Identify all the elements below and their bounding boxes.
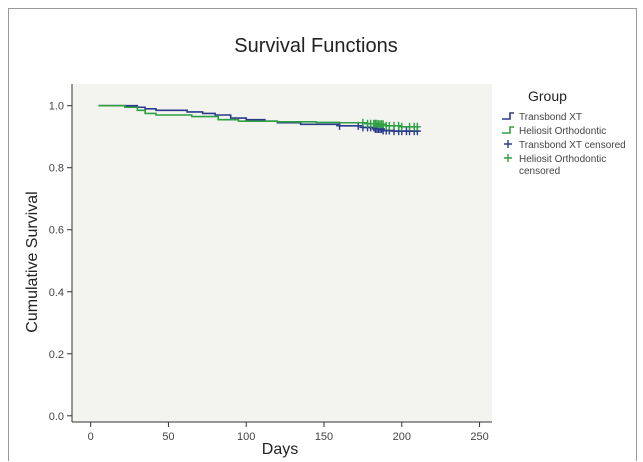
y-tick-label: 0.6 xyxy=(49,225,64,237)
legend-title: Group xyxy=(528,88,567,104)
legend-entry-label: Heliosit Orthodontic xyxy=(519,154,606,165)
x-tick-label: 0 xyxy=(88,431,94,443)
legend-plus-symbol xyxy=(504,140,512,148)
legend-entry-label: Heliosit Orthodontic xyxy=(519,126,606,137)
censor-mark xyxy=(413,122,421,131)
y-tick-label: 0.8 xyxy=(49,163,64,175)
censor-mark xyxy=(398,122,406,131)
legend-line-symbol xyxy=(502,112,514,120)
x-tick-label: 250 xyxy=(470,431,488,443)
x-axis-label: Days xyxy=(262,441,298,458)
x-tick-label: 200 xyxy=(393,431,411,443)
censor-mark xyxy=(379,120,387,129)
x-tick-label: 100 xyxy=(237,431,255,443)
x-tick-label: 150 xyxy=(315,431,333,443)
censor-mark xyxy=(395,121,403,130)
plot-background xyxy=(72,84,492,422)
legend-entry-label: Transbond XT censored xyxy=(519,140,626,151)
y-axis-label: Cumulative Survival xyxy=(24,191,41,332)
legend: Group Transbond XT Heliosit Orthodontic Tr… xyxy=(502,88,626,177)
y-tick-label: 0.4 xyxy=(49,287,64,299)
censor-mark xyxy=(359,118,367,127)
legend-entry-label: censored xyxy=(519,166,560,177)
y-tick-label: 0.2 xyxy=(49,349,64,361)
y-tick-label: 1.0 xyxy=(49,101,64,113)
x-tick-label: 50 xyxy=(162,431,174,443)
legend-plus-symbol xyxy=(504,154,512,162)
chart-title: Survival Functions xyxy=(234,35,397,57)
plot-series xyxy=(98,104,421,136)
legend-line-symbol xyxy=(502,126,514,134)
y-tick-label: 0.0 xyxy=(49,411,64,423)
legend-entry-label: Transbond XT xyxy=(519,112,582,123)
plot-ticks: 0 50 100 150 200 250 0.0 0.2 0.4 0.6 0.8 1.0 xyxy=(49,101,489,443)
